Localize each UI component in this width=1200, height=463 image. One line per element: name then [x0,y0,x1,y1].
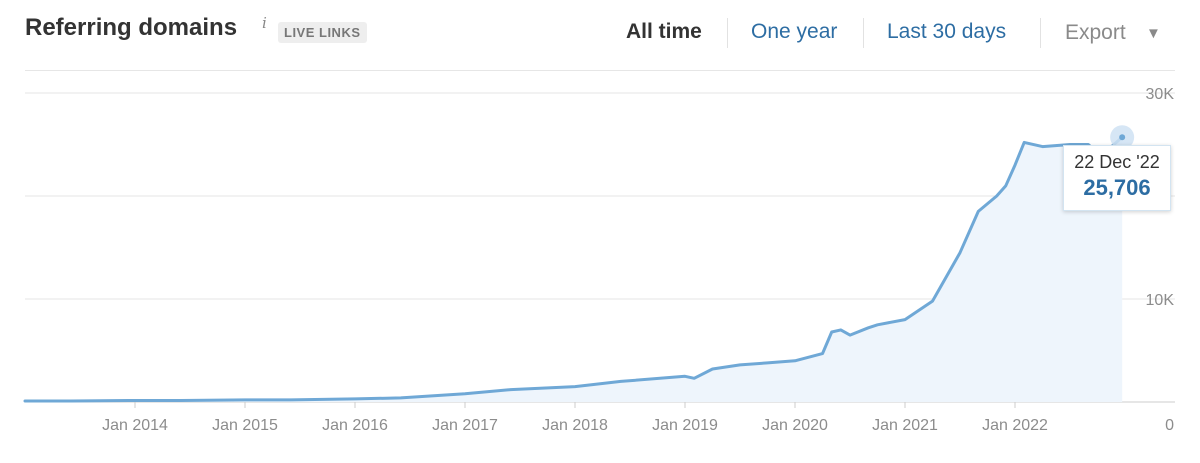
x-tick-label: Jan 2014 [102,417,168,434]
info-icon[interactable]: i [262,14,267,32]
y-tick-label: 0 [1165,417,1174,434]
x-tick-label: Jan 2017 [432,417,498,434]
y-tick-label: 10K [1146,292,1175,309]
range-separator [1040,18,1041,48]
range-last-30-days[interactable]: Last 30 days [887,20,1007,43]
x-tick-label: Jan 2015 [212,417,278,434]
range-separator [727,18,728,48]
series-area [25,137,1123,402]
x-tick-label: Jan 2016 [322,417,388,434]
live-links-badge: LIVE LINKS [278,22,367,43]
y-tick-label: 30K [1146,86,1175,103]
series-line [23,135,1124,403]
chart-tooltip: 22 Dec '22 25,706 [1063,145,1171,211]
range-all-time[interactable]: All time [626,20,702,43]
tooltip-value: 25,706 [1083,175,1151,200]
x-tick-label: Jan 2018 [542,417,608,434]
x-tick-label: Jan 2021 [872,417,938,434]
hover-point [1119,134,1126,141]
range-one-year[interactable]: One year [751,20,838,43]
header-divider [25,70,1175,71]
x-tick-label: Jan 2022 [982,417,1048,434]
tooltip-date: 22 Dec '22 [1074,152,1160,172]
x-tick-label: Jan 2020 [762,417,828,434]
export-button[interactable]: Export [1065,21,1126,44]
range-separator [863,18,864,48]
x-tick-label: Jan 2019 [652,417,718,434]
page-title: Referring domains [25,14,238,41]
chevron-down-icon[interactable]: ▼ [1146,25,1161,42]
